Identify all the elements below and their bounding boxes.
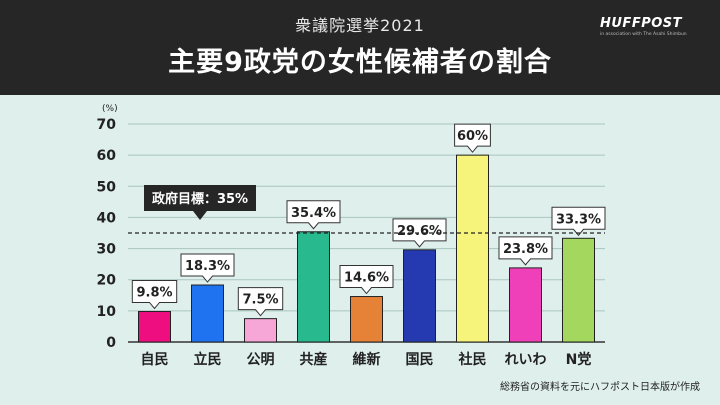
data-label-callout (392, 218, 447, 248)
data-label: 9.8% (136, 285, 172, 300)
bar (138, 310, 171, 343)
x-tick-label: 社民 (458, 351, 487, 368)
data-label-callout (237, 287, 284, 317)
data-label: 33.3% (556, 212, 601, 227)
x-tick-label: 公明 (247, 352, 275, 368)
target-label: 政府目標：35% (152, 191, 248, 207)
bar (403, 249, 436, 343)
data-label: 29.6% (397, 224, 442, 239)
data-label: 14.6% (344, 271, 389, 286)
y-unit-label: (%) (102, 104, 118, 114)
data-label-callout (286, 200, 341, 230)
chart-subtitle: 衆議院選挙2021 (295, 16, 425, 35)
bar (191, 284, 224, 343)
x-tick-label: 共産 (300, 351, 328, 368)
y-tick-label: 70 (97, 117, 117, 133)
data-label-callout (339, 265, 394, 295)
bar (509, 267, 542, 343)
huffpost-logo: HUFFPOST in association with The Asahi S… (600, 16, 708, 44)
y-tick-label: 60 (97, 148, 117, 164)
y-tick-label: 20 (97, 273, 117, 289)
y-tick-label: 30 (97, 242, 117, 258)
y-tick-label: 40 (97, 210, 117, 226)
x-tick-label: 自民 (141, 351, 169, 368)
chart-title: 主要9政党の女性候補者の割合 (168, 47, 552, 78)
y-tick-label: 0 (106, 335, 116, 351)
x-tick-label: N党 (566, 351, 592, 368)
bar (350, 296, 383, 343)
target-label-callout (144, 185, 256, 220)
source-note: 総務省の資料を元にハフポスト日本版が作成 (500, 382, 700, 393)
data-label-callout (454, 123, 491, 153)
data-label-callout (498, 236, 553, 266)
y-tick-label: 10 (97, 304, 117, 320)
data-label: 23.8% (503, 242, 548, 257)
x-tick-label: 立民 (194, 351, 222, 368)
data-label-callout (180, 253, 235, 283)
bar (244, 318, 277, 343)
y-tick-label: 50 (97, 179, 117, 195)
header-bar: 衆議院選挙2021 主要9政党の女性候補者の割合 HUFFPOST in ass… (0, 0, 720, 95)
x-tick-label: れいわ (505, 352, 547, 368)
x-tick-label: 国民 (406, 352, 434, 368)
bar-chart: (%) 0 10 20 30 40 50 60 70 9.8% 自民 18.3% 立民 7.5% 公明 35.… (97, 104, 606, 368)
data-label: 60% (457, 129, 488, 144)
logo-subtext: in association with The Asahi Shimbun (600, 32, 687, 37)
data-label: 35.4% (291, 206, 336, 221)
logo-text: HUFFPOST (600, 16, 683, 31)
data-label: 7.5% (242, 293, 278, 308)
bar (562, 237, 595, 343)
data-label-callout (131, 279, 178, 310)
data-label: 18.3% (185, 259, 230, 274)
bar (456, 154, 489, 343)
data-label-callout (551, 206, 606, 237)
bar (297, 231, 330, 343)
x-tick-label: 維新 (353, 351, 381, 368)
